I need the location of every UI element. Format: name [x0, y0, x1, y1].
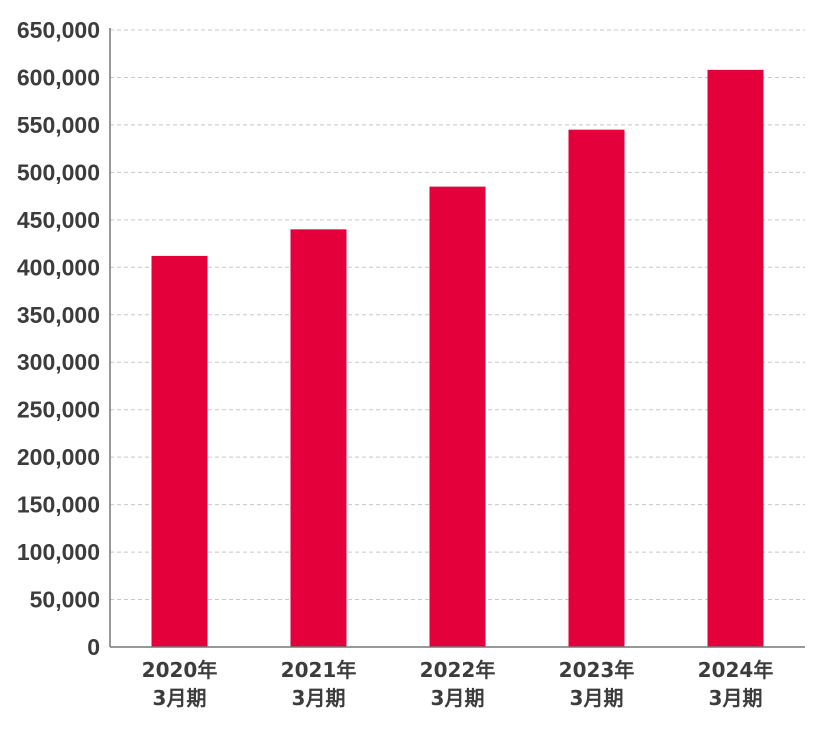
y-tick-label: 150,000	[17, 492, 100, 518]
x-tick-label: 2021年	[281, 658, 357, 682]
y-tick-label: 650,000	[17, 17, 100, 43]
x-axis-tick-labels: 2020年 3月期 2021年 3月期 2022年 3月期 2023年 3月期 2024年 3月期	[142, 658, 774, 710]
gridlines	[110, 29, 805, 601]
y-tick-label: 300,000	[17, 349, 100, 375]
y-tick-label: 550,000	[17, 112, 100, 138]
bar	[707, 69, 764, 648]
bar	[290, 229, 347, 648]
x-tick-label: 2022年	[420, 658, 496, 682]
y-tick-label: 100,000	[17, 539, 100, 565]
x-tick-label: 3月期	[292, 686, 346, 710]
y-tick-label: 600,000	[17, 64, 100, 90]
y-tick-label: 500,000	[17, 159, 100, 185]
x-tick-label: 3月期	[431, 686, 485, 710]
y-axis-tick-labels: 0 50,000 100,000 150,000 200,000 250,000 300,0…	[17, 17, 100, 660]
bars	[151, 69, 764, 648]
bar	[568, 129, 625, 647]
x-tick-label: 2023年	[559, 658, 635, 682]
y-tick-label: 0	[87, 634, 100, 660]
bar	[151, 255, 208, 647]
y-tick-label: 350,000	[17, 302, 100, 328]
y-tick-label: 250,000	[17, 397, 100, 423]
y-tick-label: 200,000	[17, 444, 100, 470]
y-tick-label: 400,000	[17, 254, 100, 280]
x-tick-label: 3月期	[709, 686, 763, 710]
x-tick-label: 2020年	[142, 658, 218, 682]
x-tick-label: 3月期	[153, 686, 207, 710]
y-tick-label: 450,000	[17, 207, 100, 233]
bar	[429, 186, 486, 647]
x-tick-label: 3月期	[570, 686, 624, 710]
x-tick-label: 2024年	[698, 658, 774, 682]
y-tick-label: 50,000	[30, 587, 100, 613]
